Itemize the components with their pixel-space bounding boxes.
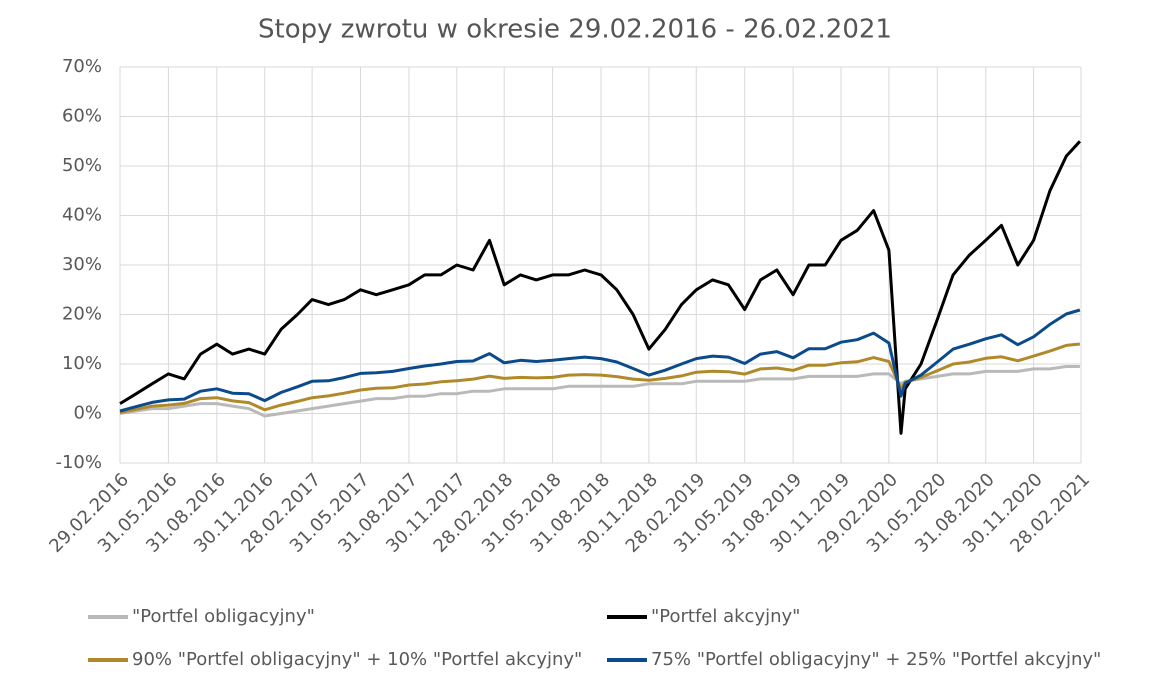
legend-label: "Portfel akcyjny": [651, 606, 800, 627]
legend-label: "Portfel obligacyjny": [132, 606, 315, 627]
y-tick-label: 70%: [62, 56, 102, 77]
y-tick-label: 10%: [62, 353, 102, 374]
y-tick-label: 0%: [73, 403, 102, 424]
y-tick-label: 20%: [62, 304, 102, 325]
y-tick-label: 40%: [62, 205, 102, 226]
line-series: [119, 342, 1081, 414]
y-tick-label: 60%: [62, 106, 102, 127]
legend-label: 75% "Portfel obligacyjny" + 25% "Portfel…: [651, 649, 1101, 670]
y-tick-label: 30%: [62, 254, 102, 275]
chart-title: Stopy zwrotu w okresie 29.02.2016 - 26.0…: [258, 15, 892, 45]
line-series: [119, 308, 1081, 413]
line-series: [119, 140, 1082, 435]
y-tick-label: 50%: [62, 155, 102, 176]
y-tick-label: -10%: [55, 452, 102, 473]
legend-label: 90% "Portfel obligacyjny" + 10% "Portfel…: [132, 649, 582, 670]
